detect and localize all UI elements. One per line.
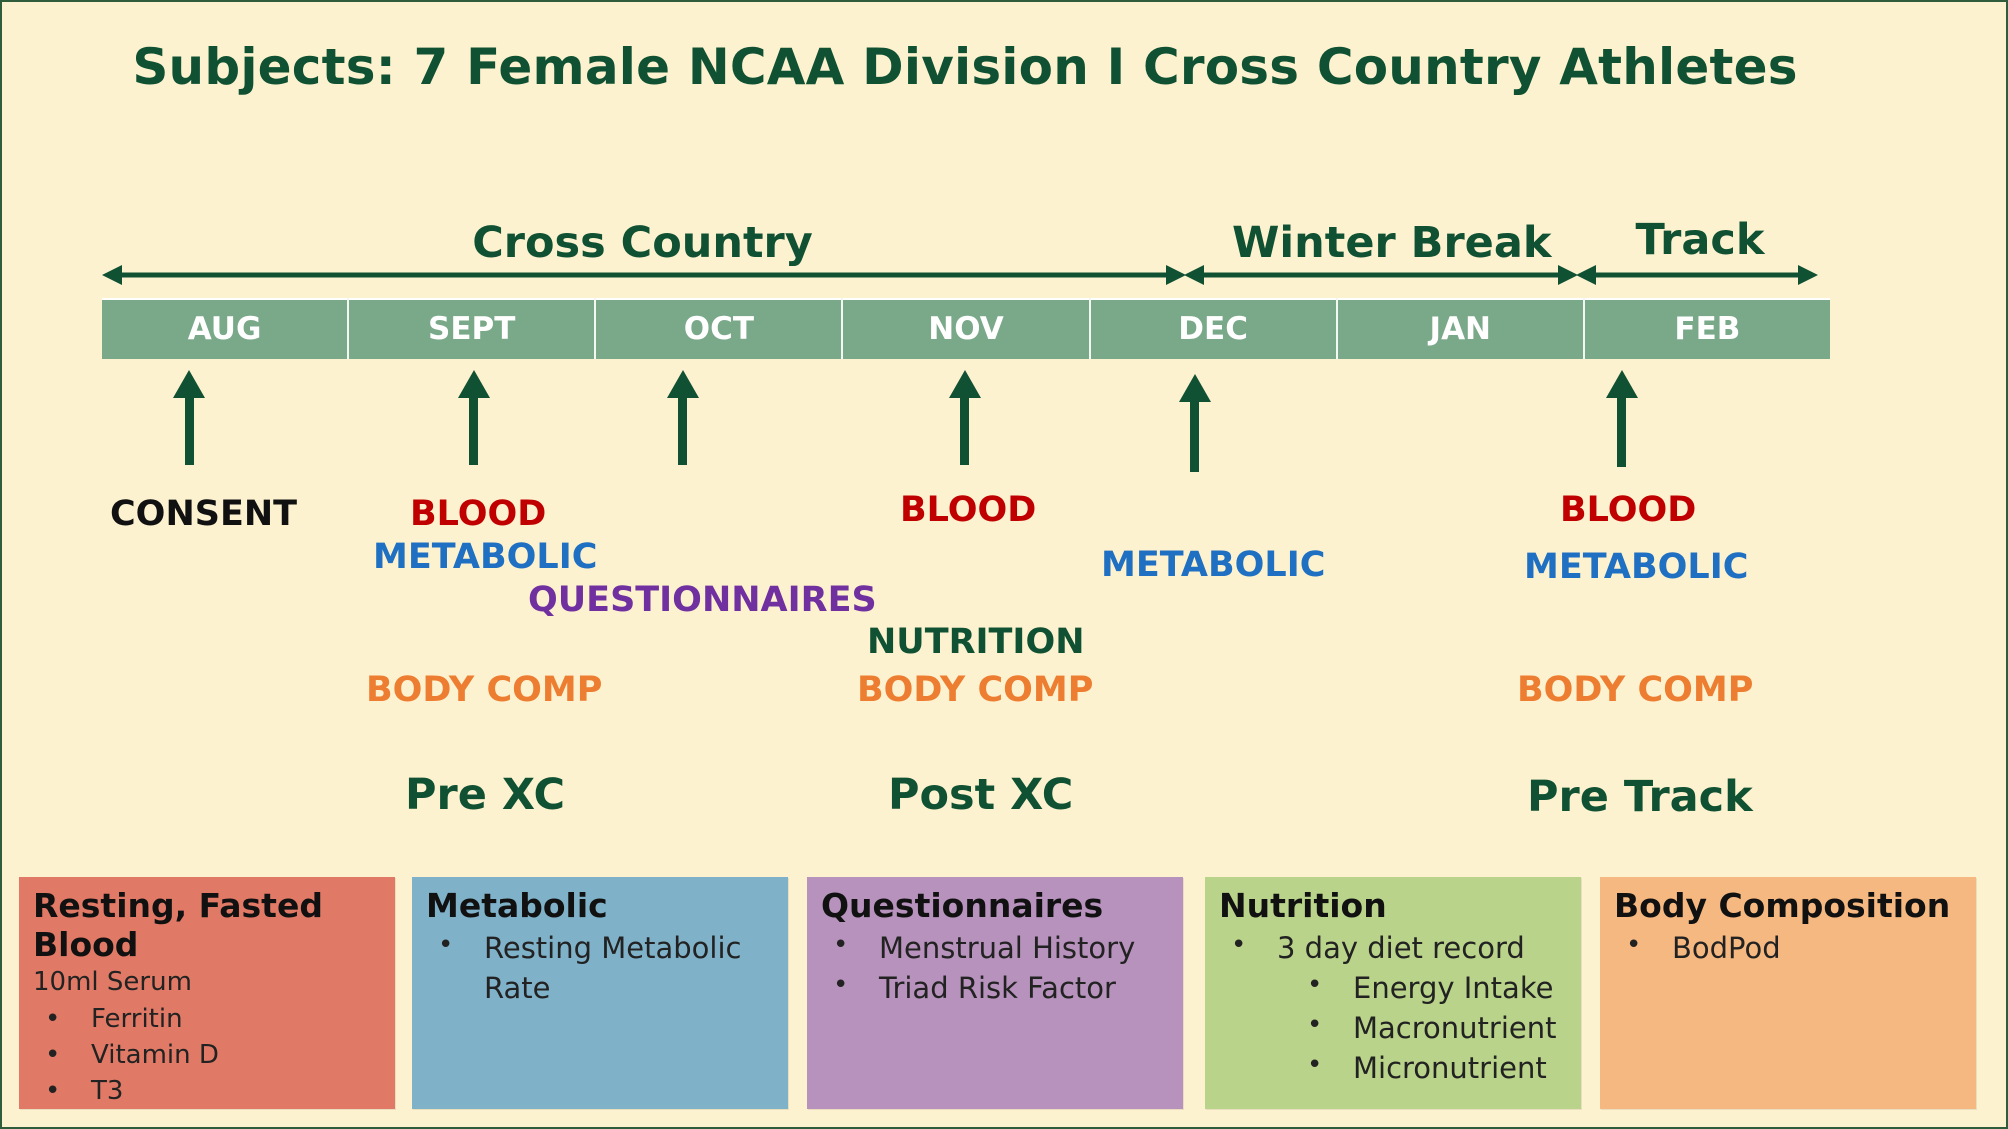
list-item: Macronutrient [1219,1008,1567,1048]
event-arrows [173,370,1638,472]
period-cross-country: Cross Country [472,218,813,268]
box-metabolic-title: Metabolic [426,886,608,925]
month-jan: JAN [1338,298,1585,359]
list-item: Micronutrient [1219,1048,1567,1088]
label-metabolic-dec: METABOLIC [1101,545,1326,585]
list-item: Triad Risk Factor [821,968,1169,1008]
box-blood-subtitle: 10ml Serum [33,966,192,997]
box-nutrition: Nutrition 3 day diet record Energy Intak… [1205,877,1581,1109]
label-metabolic-sept: METABOLIC [373,537,598,577]
label-blood-sept: BLOOD [410,494,547,534]
box-blood: Resting, Fasted Blood 10ml Serum Ferriti… [19,877,395,1109]
phase-pre-track: Pre Track [1527,772,1753,822]
box-body-composition-title: Body Composition [1614,886,1951,925]
label-blood-nov: BLOOD [900,490,1037,530]
box-body-composition: Body Composition BodPod [1600,877,1976,1109]
month-oct: OCT [596,298,844,359]
timeline-arrows [102,265,1818,472]
box-metabolic: Metabolic Resting Metabolic Rate [412,877,788,1109]
slide-title: Subjects: 7 Female NCAA Division I Cross… [132,38,1798,96]
label-nutrition-nov: NUTRITION [867,622,1085,662]
list-item: T3 [33,1074,381,1110]
list-item: Energy Intake [1219,968,1567,1008]
month-sept: SEPT [349,298,597,359]
list-item: Resting Metabolic Rate [426,928,774,1008]
phase-post-xc: Post XC [888,770,1074,820]
label-bodycomp-feb: BODY COMP [1517,670,1754,710]
label-bodycomp-nov: BODY COMP [857,670,1094,710]
label-consent: CONSENT [110,494,298,534]
list-item: Menstrual History [821,928,1169,968]
box-nutrition-title: Nutrition [1219,886,1387,925]
month-feb: FEB [1674,310,1741,347]
box-blood-title: Resting, Fasted Blood [33,886,323,964]
list-item: 3 day diet record [1219,928,1567,968]
period-track: Track [1635,215,1765,265]
period-winter-break: Winter Break [1232,218,1552,268]
label-questionnaires-oct: QUESTIONNAIRES [528,580,877,620]
list-item: Vitamin D [33,1038,381,1074]
label-bodycomp-sept: BODY COMP [366,670,603,710]
list-item: BodPod [1614,928,1962,968]
box-questionnaires: Questionnaires Menstrual History Triad R… [807,877,1183,1109]
phase-pre-xc: Pre XC [405,770,566,820]
month-aug: AUG [102,298,350,359]
box-questionnaires-title: Questionnaires [821,886,1104,925]
list-item: Ferritin [33,1002,381,1038]
month-nov: NOV [843,298,1091,359]
label-blood-feb: BLOOD [1560,490,1697,530]
month-bar: AUG SEPT OCT NOV DEC JAN FEB [102,298,1830,359]
label-metabolic-feb: METABOLIC [1524,547,1749,587]
month-dec: DEC [1091,298,1338,359]
